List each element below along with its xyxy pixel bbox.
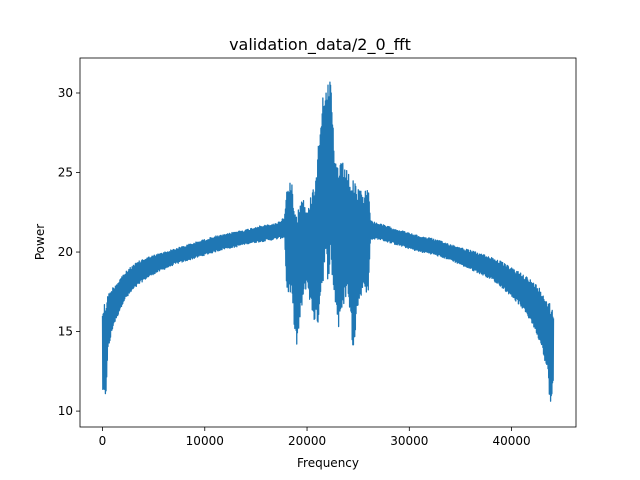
y-axis: 10 15 20 25 30 — [58, 86, 80, 418]
x-tick-label: 20000 — [288, 434, 326, 448]
chart-title: validation_data/2_0_fft — [229, 35, 411, 55]
x-axis-label: Frequency — [297, 456, 359, 470]
x-tick-label: 10000 — [186, 434, 224, 448]
y-tick-label: 25 — [58, 166, 73, 180]
x-axis: 0 10000 20000 30000 40000 — [99, 427, 531, 448]
x-tick-label: 40000 — [492, 434, 530, 448]
x-tick-label: 30000 — [390, 434, 428, 448]
y-tick-label: 15 — [58, 325, 73, 339]
y-axis-label: Power — [33, 224, 47, 260]
axes-frame — [79, 57, 577, 428]
series-line-0 — [101, 81, 555, 402]
x-tick-label: 0 — [99, 434, 107, 448]
y-tick-label: 30 — [58, 86, 73, 100]
y-tick-label: 10 — [58, 404, 73, 418]
y-tick-label: 20 — [58, 245, 73, 259]
plot-area — [101, 81, 555, 402]
